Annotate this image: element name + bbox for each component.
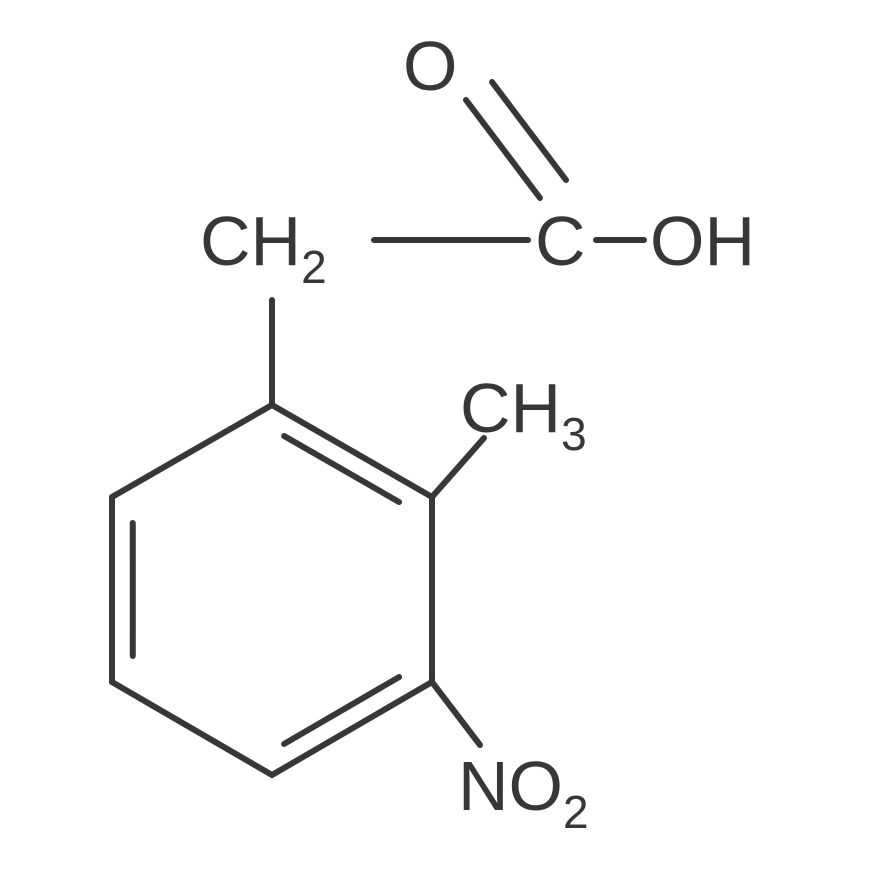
bond-ring-no2 (432, 682, 480, 745)
ring-bond (112, 405, 272, 497)
atom-c: C (535, 202, 586, 280)
molecule-diagram: CH2 C O OH CH3 NO2 (0, 0, 890, 890)
atom-oh: OH (650, 202, 755, 280)
atom-ch2: CH2 (200, 202, 327, 293)
bond-c-o-double-a (466, 100, 540, 198)
atom-no2: NO2 (458, 747, 589, 838)
atom-o-double: O (403, 27, 457, 105)
atom-ch3: CH3 (460, 369, 587, 460)
ring-bond (272, 405, 432, 497)
bond-c-o-double-b (492, 82, 566, 180)
ring-bond (112, 682, 272, 775)
ring-bond (272, 682, 432, 775)
